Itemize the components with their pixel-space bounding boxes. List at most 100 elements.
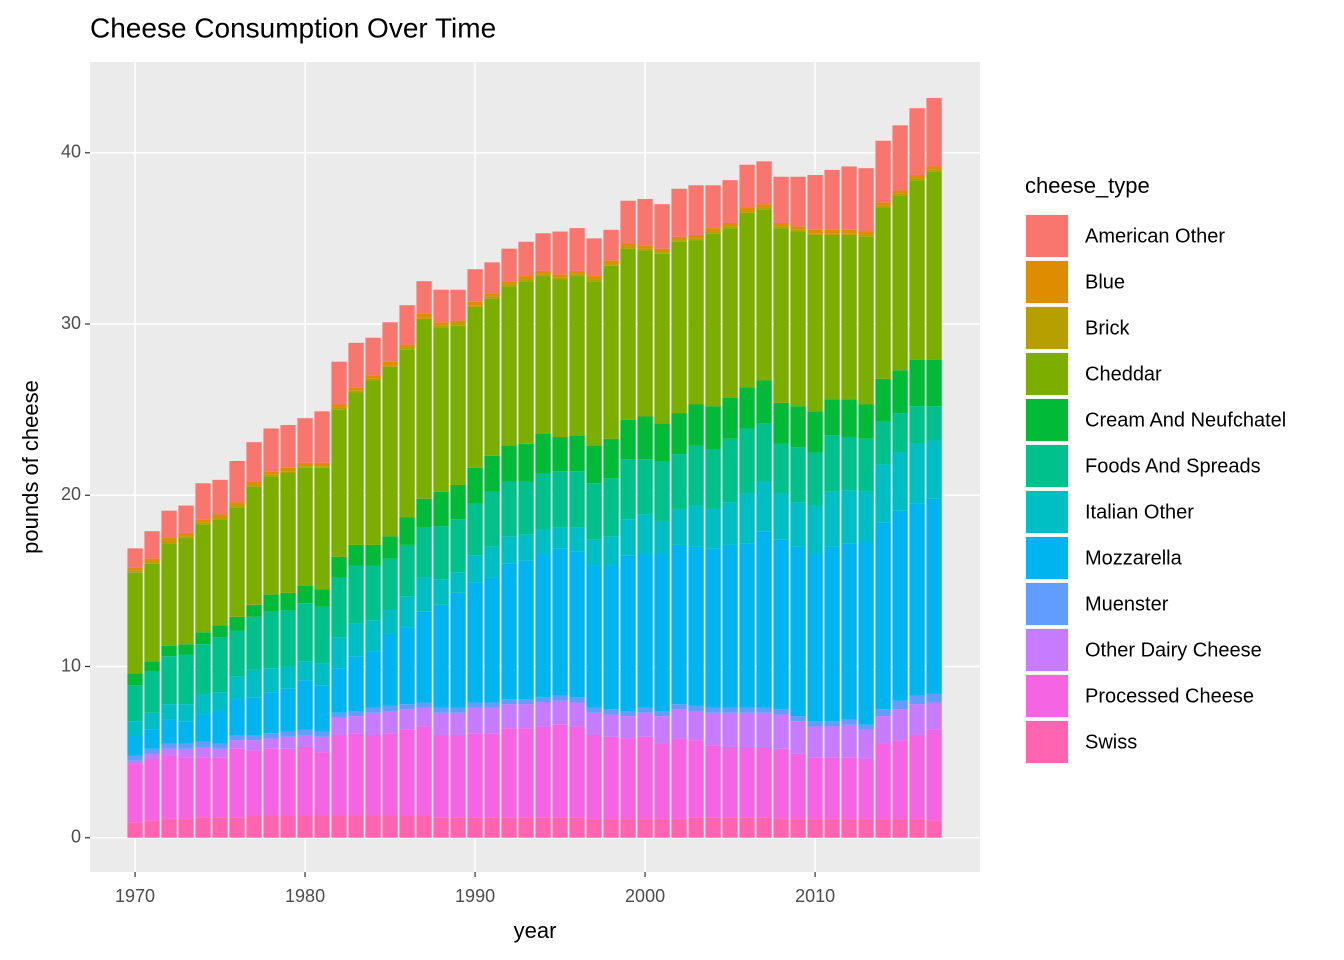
bar-segment <box>739 387 755 429</box>
bar-segment <box>603 709 619 715</box>
bar-segment <box>824 721 840 727</box>
bar-segment <box>297 586 313 604</box>
legend-swatch <box>1026 307 1068 349</box>
bar-segment <box>875 205 891 208</box>
bar-segment <box>229 507 245 617</box>
bar-segment <box>671 508 687 545</box>
bar-segment <box>569 435 585 472</box>
bar-segment <box>416 611 432 703</box>
bar-segment <box>892 125 908 191</box>
bar-segment <box>212 517 228 520</box>
bar-segment <box>467 467 483 504</box>
bar-segment <box>518 728 534 818</box>
bar-segment <box>790 226 806 230</box>
bar-segment <box>416 498 432 528</box>
x-tick-label: 2010 <box>795 886 835 906</box>
bar-segment <box>314 466 330 468</box>
bar-segment <box>348 342 364 388</box>
bar-segment <box>756 481 772 532</box>
bar-segment <box>484 546 500 578</box>
bar-segment <box>331 404 347 408</box>
bar-segment <box>144 661 160 672</box>
bar-segment <box>331 409 347 557</box>
bar-segment <box>450 707 466 713</box>
bar-segment <box>552 700 568 725</box>
bar-segment <box>229 502 245 506</box>
bar-segment <box>399 709 415 730</box>
bar-segment <box>263 594 279 612</box>
bar-segment <box>144 671 160 713</box>
bar-segment <box>858 491 874 542</box>
bar-segment <box>773 709 789 715</box>
bar-segment <box>518 279 534 282</box>
bar-segment <box>280 666 296 689</box>
bar-segment <box>416 317 432 319</box>
bar-segment <box>756 380 772 424</box>
bar-segment <box>756 423 772 482</box>
bar-segment <box>450 817 466 838</box>
bar-segment <box>841 234 857 400</box>
bar-segment <box>450 289 466 321</box>
x-tick-label: 1970 <box>115 886 155 906</box>
bar-segment <box>144 562 160 564</box>
bar-segment <box>671 818 687 838</box>
bar-segment <box>501 817 517 838</box>
bar-segment <box>399 815 415 838</box>
bar-segment <box>824 169 840 230</box>
bar-segment <box>382 815 398 838</box>
bar-segment <box>790 721 806 754</box>
bar-segment <box>790 818 806 838</box>
bar-segment <box>314 752 330 816</box>
bar-segment <box>433 327 449 492</box>
bar-segment <box>331 407 347 410</box>
bar-segment <box>348 815 364 838</box>
bar-segment <box>127 570 143 573</box>
bar-segment <box>569 697 585 703</box>
bar-segment <box>229 676 245 700</box>
bar-segment <box>637 553 653 708</box>
bar-segment <box>433 289 449 323</box>
bar-segment <box>603 736 619 819</box>
bar-segment <box>331 577 347 638</box>
bar-segment <box>824 435 840 492</box>
bar-segment <box>552 471 568 528</box>
bar-segment <box>331 717 347 736</box>
bar-segment <box>620 419 636 460</box>
bar-segment <box>535 697 551 703</box>
bar-segment <box>569 228 585 271</box>
bar-segment <box>127 735 143 756</box>
bar-segment <box>331 361 347 405</box>
bar-segment <box>739 428 755 494</box>
bar-segment <box>467 503 483 556</box>
bar-segment <box>773 228 789 403</box>
bar-segment <box>246 815 262 838</box>
legend-swatch <box>1026 537 1068 579</box>
bar-segment <box>535 817 551 838</box>
bar-segment <box>688 740 704 818</box>
bar-segment <box>467 733 483 818</box>
bar-segment <box>178 654 194 705</box>
bar-segment <box>297 466 313 468</box>
bar-segment <box>688 711 704 741</box>
bar-segment <box>178 644 194 655</box>
bar-segment <box>399 704 415 710</box>
bar-segment <box>212 625 228 638</box>
chart-title: Cheese Consumption Over Time <box>90 12 496 43</box>
bar-segment <box>671 188 687 237</box>
bar-segment <box>637 250 653 417</box>
bar-segment <box>535 529 551 554</box>
bar-segment <box>552 548 568 696</box>
bar-segment <box>824 491 840 547</box>
legend-label: Cheddar <box>1085 363 1162 385</box>
bar-segment <box>841 166 857 230</box>
bar-segment <box>926 406 942 441</box>
bar-segment <box>246 481 262 485</box>
bar-segment <box>552 274 568 278</box>
legend-swatch <box>1026 721 1068 763</box>
bar-segment <box>671 544 687 705</box>
bar-segment <box>603 714 619 737</box>
bar-segment <box>212 514 228 518</box>
bar-segment <box>399 627 415 705</box>
bar-segment <box>280 467 296 472</box>
bar-segment <box>501 248 517 282</box>
